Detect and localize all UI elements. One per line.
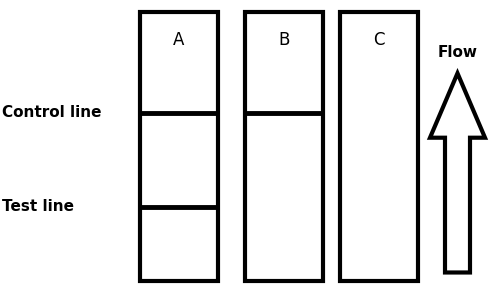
Text: Control line: Control line: [2, 105, 102, 120]
Text: B: B: [278, 30, 289, 49]
Text: Test line: Test line: [2, 199, 74, 214]
Bar: [340, 12, 417, 281]
Bar: [245, 12, 322, 281]
Polygon shape: [430, 73, 485, 272]
Text: C: C: [373, 30, 384, 49]
Bar: [140, 12, 218, 281]
Text: Flow: Flow: [438, 45, 478, 60]
Text: A: A: [173, 30, 184, 49]
